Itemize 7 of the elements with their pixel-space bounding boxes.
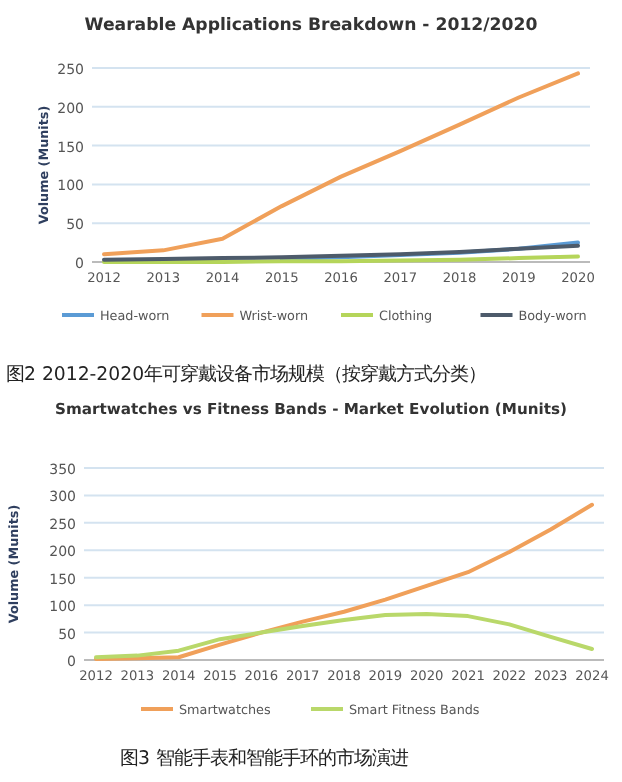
- line-series: [94, 502, 594, 661]
- chart-title: Wearable Applications Breakdown - 2012/2020: [84, 16, 538, 36]
- line-series: [102, 71, 580, 257]
- caption: 图2 2012-2020年可穿戴设备市场规模（按穿戴方式分类）: [6, 364, 487, 386]
- line-series: [94, 611, 594, 660]
- line-series: [102, 243, 580, 262]
- caption: 图3 智能手表和智能手环的市场演进: [120, 748, 408, 770]
